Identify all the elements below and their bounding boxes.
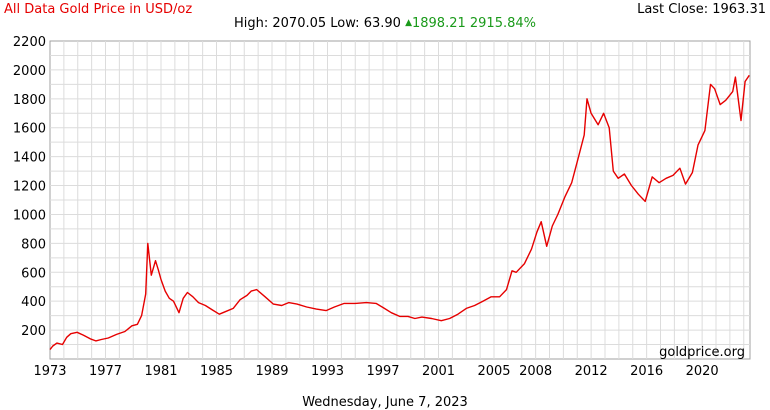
change-percent: 2915.84% xyxy=(469,16,537,31)
chart-title: All Data Gold Price in USD/oz xyxy=(4,2,193,17)
x-tick-label: 1973 xyxy=(33,364,66,379)
up-arrow-icon: ▲ xyxy=(405,18,412,28)
last-close-label: Last Close: xyxy=(637,2,709,17)
x-tick-label: 1985 xyxy=(200,364,233,379)
x-tick-label: 1981 xyxy=(144,364,177,379)
x-axis: 1973 1977 1981 1985 1989 1993 1997 2001 2005 2008… xyxy=(33,364,718,379)
x-tick-label: 2008 xyxy=(519,364,552,379)
y-tick-label: 2000 xyxy=(13,64,46,79)
y-tick-label: 1000 xyxy=(13,208,46,223)
gold-price-line xyxy=(49,74,750,351)
x-tick-label: 2001 xyxy=(422,364,455,379)
y-axis: 200 400 600 800 1000 1200 1400 1600 1800 2000 2200 xyxy=(13,35,46,339)
high-value: 2070.05 xyxy=(272,16,327,31)
y-tick-label: 1800 xyxy=(13,93,46,108)
low-value: 63.90 xyxy=(363,16,401,31)
y-tick-label: 2200 xyxy=(13,35,46,50)
date-footer: Wednesday, June 7, 2023 xyxy=(302,395,468,410)
x-tick-label: 2020 xyxy=(686,364,719,379)
y-tick-label: 1600 xyxy=(13,122,46,137)
last-close-value: 1963.31 xyxy=(712,2,766,17)
watermark: goldprice.org xyxy=(659,345,745,360)
x-tick-label: 2016 xyxy=(630,364,663,379)
x-tick-label: 1977 xyxy=(89,364,122,379)
x-tick-label: 2005 xyxy=(477,364,510,379)
low-label: Low: xyxy=(330,16,360,31)
y-tick-label: 1400 xyxy=(13,151,46,166)
y-tick-label: 800 xyxy=(21,237,46,252)
x-tick-label: 2012 xyxy=(575,364,608,379)
y-tick-label: 1200 xyxy=(13,180,46,195)
x-tick-label: 1989 xyxy=(255,364,288,379)
x-tick-label: 1993 xyxy=(311,364,344,379)
series-layer xyxy=(49,74,750,351)
price-stats: High: 2070.05 Low: 63.90 ▲1898.21 2915.8… xyxy=(0,16,770,31)
y-tick-label: 600 xyxy=(21,266,46,281)
last-close: Last Close: 1963.31 xyxy=(637,2,766,17)
y-tick-label: 400 xyxy=(21,295,46,310)
change-value: 1898.21 xyxy=(411,16,466,31)
x-tick-label: 1997 xyxy=(366,364,399,379)
grid xyxy=(50,41,750,359)
high-label: High: xyxy=(233,16,269,31)
y-tick-label: 200 xyxy=(21,324,46,339)
